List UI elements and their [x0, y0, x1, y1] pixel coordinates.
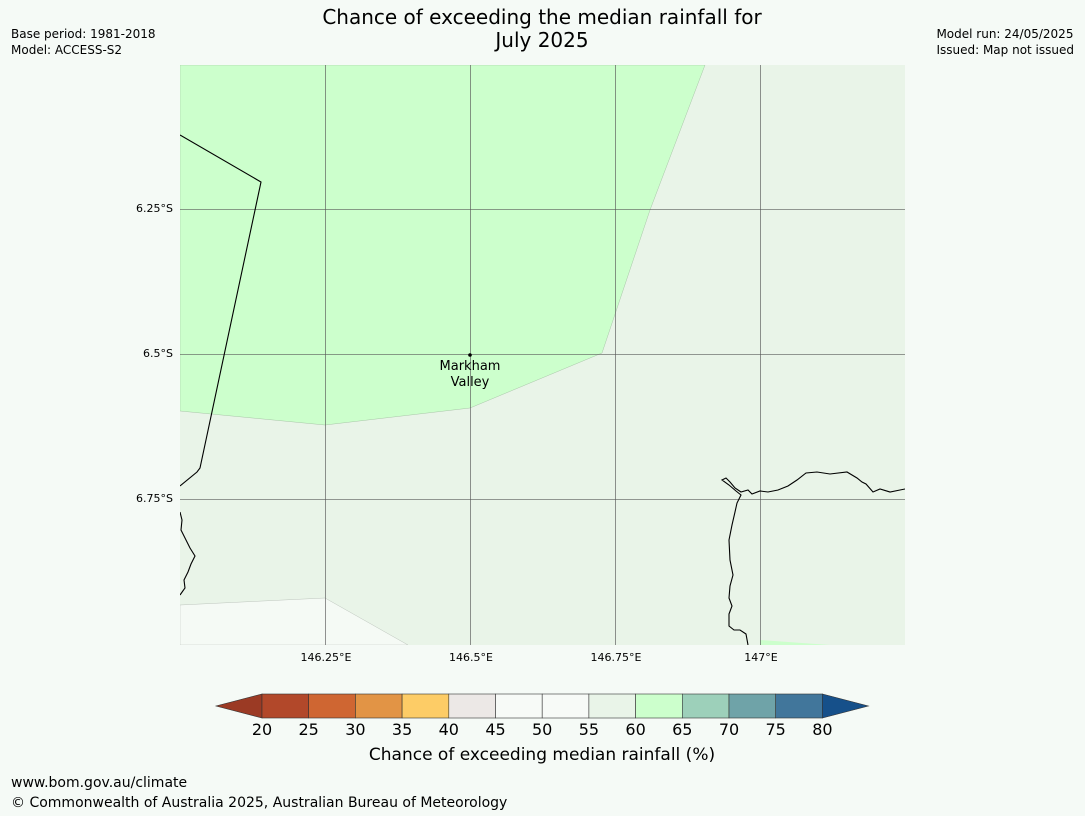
rainfall-zone-55-60-south: [180, 597, 409, 645]
colorbar: [214, 693, 870, 719]
lat-label-675: 6.75°S: [136, 492, 173, 505]
colorbar-segment: [448, 693, 496, 719]
colorbar-tick: 80: [812, 720, 833, 739]
place-label: Markham Valley: [420, 359, 520, 391]
title-line-1: Chance of exceeding the median rainfall …: [322, 5, 762, 29]
lon-label-1465: 146.5°E: [449, 651, 493, 664]
colorbar-tick: 65: [672, 720, 693, 739]
footer-url[interactable]: www.bom.gov.au/climate: [11, 775, 188, 791]
colorbar-extend-high: [822, 693, 870, 719]
meta-right: Model run: 24/05/2025 Issued: Map not is…: [936, 26, 1074, 58]
lon-label-147: 147°E: [744, 651, 778, 664]
colorbar-segment: [308, 693, 356, 719]
model-run: Model run: 24/05/2025: [936, 27, 1074, 41]
colorbar-tick: 50: [532, 720, 553, 739]
meta-left: Base period: 1981-2018 Model: ACCESS-S2: [11, 26, 156, 58]
place-label-line-1: Markham: [439, 359, 501, 374]
colorbar-tick: 40: [438, 720, 459, 739]
colorbar-segment: [355, 693, 403, 719]
rainfall-zone-60-65: [180, 65, 706, 426]
model-name: Model: ACCESS-S2: [11, 43, 123, 57]
colorbar-segment: [681, 693, 730, 719]
place-marker-dot: [468, 353, 472, 357]
colorbar-segment: [635, 693, 683, 719]
colorbar-extend-low: [214, 693, 263, 719]
base-period: Base period: 1981-2018: [11, 27, 156, 41]
colorbar-tick: 75: [765, 720, 786, 739]
colorbar-title: Chance of exceeding median rainfall (%): [368, 745, 716, 765]
huon-gulf-coast: [720, 471, 905, 645]
colorbar-segment: [401, 693, 450, 719]
west-coast: [180, 511, 196, 596]
coastlines: [180, 134, 905, 645]
colorbar-segment: [775, 693, 823, 719]
colorbar-tick: 60: [625, 720, 646, 739]
colorbar-tick: 70: [718, 720, 740, 739]
chart-title: Chance of exceeding the median rainfall …: [242, 6, 842, 52]
colorbar-segment: [588, 693, 636, 719]
title-line-2: July 2025: [495, 28, 589, 52]
footer-copyright: © Commonwealth of Australia 2025, Austra…: [11, 795, 508, 811]
lon-label-14625: 146.25°E: [300, 651, 352, 664]
border-line: [180, 134, 262, 487]
lat-label-625: 6.25°S: [136, 202, 173, 215]
rainfall-zone-60-65-corner: [760, 640, 830, 645]
colorbar-segment: [728, 693, 777, 719]
colorbar-tick: 30: [345, 720, 366, 739]
colorbar-tick: 55: [578, 720, 600, 739]
colorbar-tick: 45: [485, 720, 506, 739]
lon-label-14675: 146.75°E: [590, 651, 642, 664]
issued-status: Issued: Map not issued: [936, 43, 1074, 57]
lat-label-650: 6.5°S: [143, 347, 173, 360]
colorbar-segment: [495, 693, 543, 719]
colorbar-segment: [541, 693, 590, 719]
colorbar-segment: [261, 693, 310, 719]
map: [180, 65, 905, 645]
colorbar-tick: 35: [391, 720, 413, 739]
colorbar-tick: 25: [298, 720, 319, 739]
place-label-line-2: Valley: [450, 375, 490, 390]
colorbar-tick: 20: [251, 720, 273, 739]
